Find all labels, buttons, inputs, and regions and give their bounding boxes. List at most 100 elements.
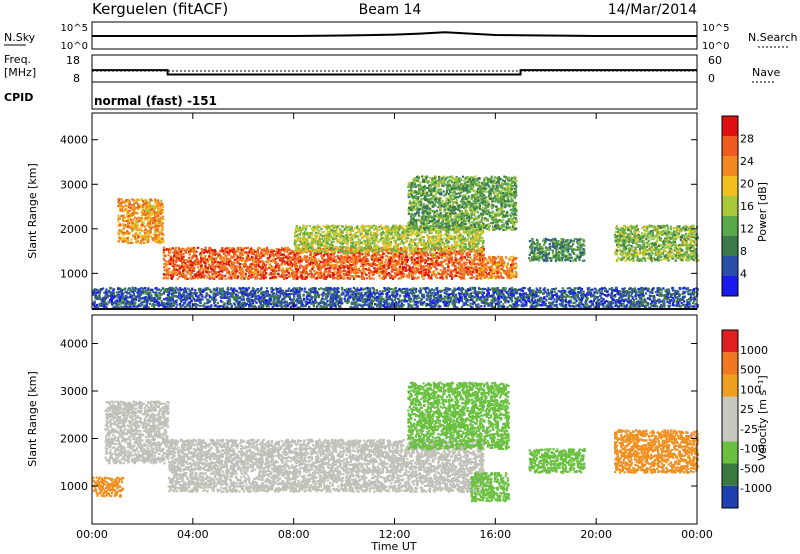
data-cell [251,258,255,261]
data-cell [297,269,300,272]
data-cell [187,270,190,273]
data-cell [448,254,451,257]
data-cell [381,247,384,250]
data-cell [350,241,353,244]
data-cell [482,248,485,251]
data-cell [136,208,140,211]
data-cell [438,242,441,246]
data-cell [456,262,459,265]
data-cell [381,272,384,276]
data-cell [274,266,277,269]
data-cell [299,236,302,239]
data-cell [338,249,341,252]
data-cell [288,256,291,259]
data-cell [383,272,386,275]
data-cell [261,259,264,262]
data-cell [235,265,239,268]
data-cell [221,264,224,267]
data-cell [458,262,461,265]
data-cell [482,240,485,243]
data-cell [472,242,475,245]
data-cell [344,265,347,268]
data-cell [429,248,432,251]
data-cell [161,210,164,213]
data-cell [224,254,227,257]
data-cell [352,270,355,273]
data-cell [436,229,439,232]
data-cell [193,255,196,258]
data-cell [177,257,180,261]
data-cell [311,276,314,279]
data-cell [154,229,157,232]
data-cell [150,224,153,227]
data-cell [382,275,385,278]
data-cell [367,242,370,245]
data-cell [358,257,361,260]
data-cell [374,232,377,235]
data-cell [171,263,174,266]
data-cell [179,267,182,270]
data-cell [428,268,432,271]
data-cell [364,232,368,235]
data-cell [320,248,323,251]
data-cell [163,254,166,257]
data-cell [480,251,483,254]
data-cell [226,260,229,263]
data-cell [366,252,370,255]
data-cell [256,268,259,272]
data-cell [347,249,350,253]
data-cell [365,254,368,257]
data-cell [126,223,129,227]
data-cell [443,229,446,232]
data-cell [403,245,406,248]
data-cell [181,263,184,266]
data-cell [122,214,125,217]
data-cell [440,255,443,259]
data-cell [386,228,389,231]
data-cell [271,248,274,251]
data-cell [164,273,168,276]
data-cell [384,237,387,240]
data-cell [328,249,331,252]
data-cell [437,242,440,245]
data-cell [152,226,155,229]
data-cell [308,236,311,239]
data-cell [233,268,236,271]
data-cell [451,245,454,248]
data-cell [352,256,355,259]
data-cell [309,253,312,257]
data-cell [272,277,276,280]
data-cell [207,270,210,273]
data-cell [335,260,338,263]
data-cell [388,263,391,266]
data-cell [180,253,183,256]
data-cell [340,267,343,270]
data-cell [136,227,139,230]
data-cell [191,250,194,254]
data-cell [465,261,468,264]
data-cell [458,264,461,267]
data-cell [357,269,360,272]
data-cell [157,220,160,223]
data-cell [133,226,136,229]
data-cell [404,257,407,260]
data-cell [185,258,188,261]
data-cell [289,259,292,262]
data-cell [346,271,349,274]
data-cell [346,252,349,255]
data-cell [311,243,314,246]
data-cell [147,206,150,209]
data-cell [230,264,233,267]
data-cell [459,228,462,231]
data-cell [218,264,221,267]
data-cell [341,225,344,228]
data-cell [214,271,217,274]
data-cell [429,239,432,242]
data-cell [330,257,333,260]
data-cell [470,250,473,253]
data-cell [337,248,340,251]
data-cell [322,245,325,248]
data-cell [365,277,368,280]
data-cell [280,253,283,256]
data-cell [220,263,223,266]
